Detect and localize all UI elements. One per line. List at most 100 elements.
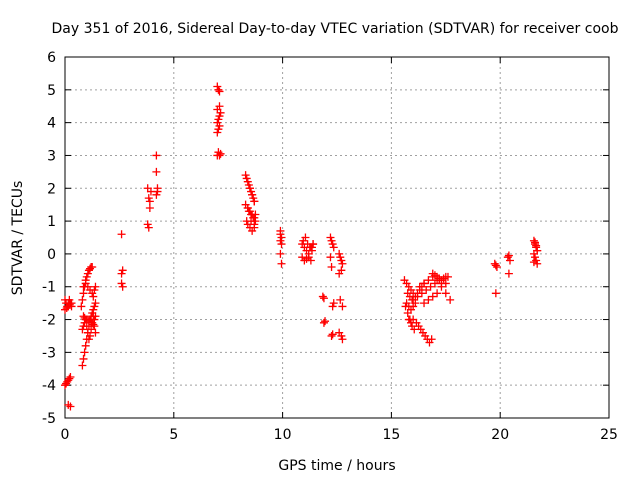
data-point <box>338 335 347 344</box>
data-point <box>491 289 500 298</box>
data-point <box>328 330 337 339</box>
data-point <box>492 263 501 272</box>
data-point <box>82 322 91 331</box>
data-point <box>118 266 127 275</box>
data-point <box>441 279 450 288</box>
data-point <box>152 190 161 199</box>
y-tick-label: 3 <box>47 148 56 164</box>
y-tick-label: -3 <box>42 345 56 361</box>
y-tick-label: -1 <box>42 280 56 296</box>
data-point <box>427 335 436 344</box>
data-point <box>78 295 87 304</box>
data-point <box>243 203 252 212</box>
data-point <box>277 240 286 249</box>
data-point <box>424 295 433 304</box>
data-point <box>329 243 338 252</box>
data-point <box>301 233 310 242</box>
data-point <box>66 372 75 381</box>
data-point <box>90 322 99 331</box>
data-point <box>319 318 328 327</box>
y-tick-label: 4 <box>47 116 56 132</box>
data-point <box>152 167 161 176</box>
data-point <box>89 312 98 321</box>
data-point <box>91 282 100 291</box>
y-tick-label: -5 <box>42 411 56 427</box>
data-point <box>318 292 327 301</box>
data-point <box>144 223 153 232</box>
y-tick-label: -2 <box>42 313 56 329</box>
data-point <box>309 240 318 249</box>
x-axis-label: GPS time / hours <box>278 458 395 474</box>
data-point <box>420 299 429 308</box>
x-tick-label: 10 <box>274 427 292 443</box>
data-point <box>329 299 338 308</box>
data-point <box>215 151 224 160</box>
data-point <box>245 184 254 193</box>
data-point <box>89 320 98 329</box>
data-point <box>415 282 424 291</box>
data-point <box>66 402 75 411</box>
data-point <box>327 263 336 272</box>
data-point <box>428 292 437 301</box>
y-tick-label: 5 <box>47 83 56 99</box>
data-point <box>437 282 446 291</box>
x-tick-label: 20 <box>491 427 509 443</box>
data-point <box>81 315 90 324</box>
data-point <box>81 341 90 350</box>
y-tick-label: 1 <box>47 214 56 230</box>
data-point <box>215 102 224 111</box>
y-tick-label: 2 <box>47 181 56 197</box>
data-point <box>338 259 347 268</box>
x-tick-label: 15 <box>382 427 400 443</box>
chart-title: Day 351 of 2016, Sidereal Day-to-day VTE… <box>52 21 619 37</box>
data-point <box>422 286 431 295</box>
data-point <box>248 190 257 199</box>
data-point <box>117 230 126 239</box>
data-point <box>67 299 76 308</box>
x-tick-label: 25 <box>600 427 618 443</box>
data-point <box>91 299 100 308</box>
data-point <box>433 289 442 298</box>
data-point <box>78 361 87 370</box>
data-point <box>306 256 315 265</box>
data-point <box>321 317 330 326</box>
data-point <box>529 258 538 267</box>
data-point <box>247 217 256 226</box>
data-point <box>86 331 95 340</box>
data-points <box>61 82 542 411</box>
data-point <box>143 184 152 193</box>
x-tick-label: 0 <box>61 427 70 443</box>
data-point <box>532 241 541 250</box>
data-point <box>441 289 450 298</box>
data-point <box>420 279 429 288</box>
data-point <box>88 263 97 272</box>
data-point <box>417 289 426 298</box>
y-axis-label: SDTVAR / TECUs <box>10 181 26 296</box>
data-point <box>326 253 335 262</box>
data-point <box>446 295 455 304</box>
x-tick-label: 5 <box>169 427 178 443</box>
data-point <box>144 194 153 203</box>
data-point <box>338 302 347 311</box>
data-point <box>319 294 328 303</box>
data-point <box>533 246 542 255</box>
data-point <box>65 374 74 383</box>
data-point <box>65 300 74 309</box>
data-point <box>504 269 513 278</box>
data-point <box>336 295 345 304</box>
data-point <box>337 266 346 275</box>
plot-frame <box>64 56 610 419</box>
data-point <box>409 315 418 324</box>
data-point <box>426 282 435 291</box>
y-tick-label: 6 <box>47 50 56 66</box>
data-point <box>505 256 514 265</box>
data-point <box>91 328 100 337</box>
y-tick-label: 0 <box>47 247 56 263</box>
data-point <box>491 261 500 270</box>
data-point <box>277 259 286 268</box>
data-point <box>89 292 98 301</box>
data-point <box>327 331 336 340</box>
data-point <box>408 295 417 304</box>
